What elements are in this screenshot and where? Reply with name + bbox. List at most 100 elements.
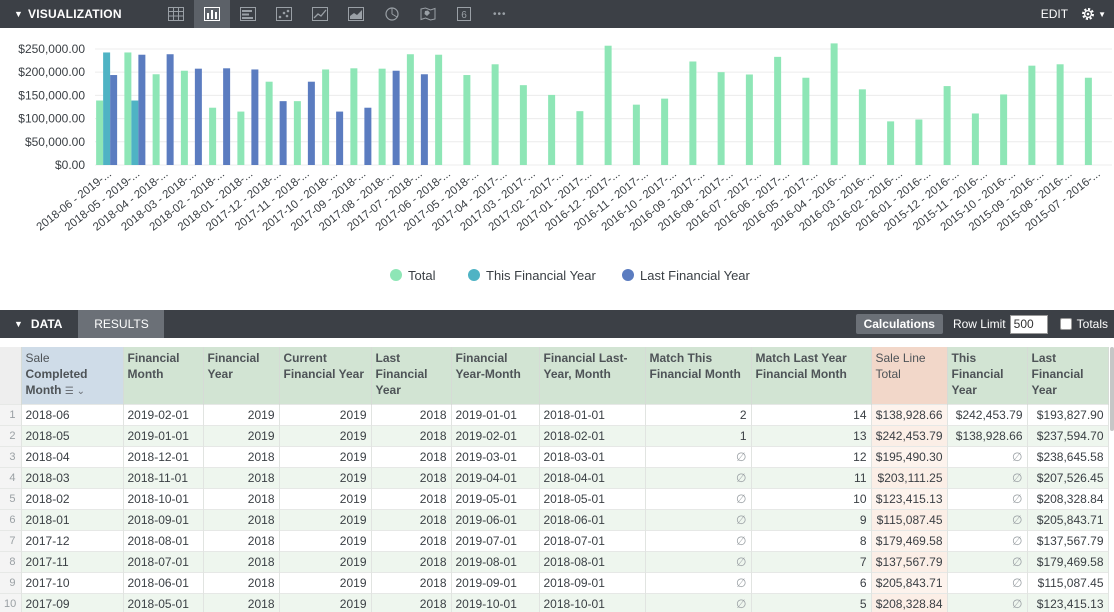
cell-match-this: ∅ — [645, 572, 752, 594]
sort-descending-icon[interactable]: ☰ ⌄ — [64, 386, 85, 397]
column-header-this-financial-year[interactable]: This Financial Year — [947, 347, 1028, 405]
bar — [689, 61, 697, 165]
scatter-icon[interactable] — [266, 0, 302, 28]
totals-checkbox[interactable] — [1059, 318, 1072, 330]
cell-match-this: ∅ — [645, 530, 752, 552]
column-chart-icon[interactable] — [193, 0, 230, 28]
results-table-container: Sale Completed Month ☰ ⌄ Financial Month… — [0, 347, 1110, 612]
cell-completed-month: 2017-10 — [21, 572, 124, 594]
bar — [604, 45, 612, 165]
column-header-financial-month[interactable]: Financial Month — [123, 347, 204, 405]
cell-this-financial-year: $138,928.66 — [947, 425, 1028, 447]
bar — [435, 54, 443, 165]
bar — [576, 111, 584, 165]
bar-chart-icon[interactable] — [230, 0, 266, 28]
y-tick-label: $250,000.00 — [18, 42, 85, 56]
chevron-down-icon: ▼ — [1098, 9, 1106, 19]
column-header-match-this[interactable]: Match This Financial Month — [645, 347, 752, 405]
bar — [392, 70, 400, 165]
cell-this-financial-year: ∅ — [947, 551, 1028, 573]
column-header-financial-year-month[interactable]: Financial Year-Month — [451, 347, 540, 405]
cell-financial-month: 2019-02-01 — [123, 404, 204, 426]
cell-sale-line-total: $137,567.79 — [871, 551, 948, 573]
column-header-sale-line-total[interactable]: Sale Line Total — [871, 347, 948, 405]
calculations-button[interactable]: Calculations — [855, 314, 943, 334]
cell-match-last: 13 — [751, 425, 872, 447]
cell-financial-last-year-month: 2018-04-01 — [539, 467, 646, 489]
cell-current-financial-year: 2019 — [279, 530, 372, 552]
cell-last-financial-year: 2018 — [371, 593, 452, 612]
bar — [915, 119, 923, 165]
bar — [293, 101, 301, 165]
cell-financial-year-month: 2019-08-01 — [451, 551, 540, 573]
data-tab[interactable]: ▼ DATA — [0, 310, 78, 338]
row-limit-input[interactable] — [1009, 314, 1048, 334]
table-row: 9 2017-10 2018-06-01 2018 2019 2018 2019-09-01… — [0, 572, 1109, 594]
cell-current-financial-year: 2019 — [279, 425, 372, 447]
bar — [336, 111, 344, 165]
cell-sale-line-total: $208,328.84 — [871, 593, 948, 612]
more-icon[interactable]: ••• — [482, 0, 518, 28]
collapse-visualization-icon[interactable]: ▼ — [14, 9, 23, 19]
cell-this-financial-year: ∅ — [947, 467, 1028, 489]
line-chart-icon[interactable] — [302, 0, 338, 28]
bar — [463, 75, 471, 165]
table-row: 3 2018-04 2018-12-01 2018 2019 2018 2019-03-01… — [0, 446, 1109, 468]
row-number: 10 — [0, 593, 22, 612]
single-value-glyph: 6 — [461, 10, 467, 21]
row-limit-label: Row Limit — [952, 317, 1006, 331]
cell-financial-year: 2018 — [203, 593, 280, 612]
area-chart-icon[interactable] — [338, 0, 374, 28]
legend-label: Total — [408, 268, 436, 283]
row-number: 5 — [0, 488, 22, 510]
cell-financial-month: 2018-06-01 — [123, 572, 204, 594]
single-value-icon[interactable]: 6 — [446, 0, 482, 28]
results-tab[interactable]: RESULTS — [78, 310, 165, 338]
row-number: 2 — [0, 425, 22, 447]
row-number: 8 — [0, 551, 22, 573]
cell-match-last: 14 — [751, 404, 872, 426]
cell-last-financial-year-measure: $238,645.58 — [1027, 446, 1109, 468]
header-sale: Sale — [25, 351, 50, 365]
legend-label: Last Financial Year — [640, 268, 751, 283]
column-header-last-financial-year[interactable]: Last Financial Year — [371, 347, 452, 405]
table-icon[interactable] — [158, 0, 194, 28]
pie-chart-icon[interactable] — [374, 0, 410, 28]
bar — [152, 74, 160, 165]
table-row: 6 2018-01 2018-09-01 2018 2019 2018 2019-06-01… — [0, 509, 1109, 531]
cell-match-last: 5 — [751, 593, 872, 612]
column-header-financial-last-year-month[interactable]: Financial Last-Year, Month — [539, 347, 646, 405]
cell-financial-year: 2018 — [203, 509, 280, 531]
cell-match-this: ∅ — [645, 488, 752, 510]
legend-label: This Financial Year — [486, 268, 597, 283]
edit-button[interactable]: EDIT — [1040, 7, 1069, 21]
cell-financial-year-month: 2019-07-01 — [451, 530, 540, 552]
cell-match-last: 10 — [751, 488, 872, 510]
cell-sale-line-total: $203,111.25 — [871, 467, 948, 489]
bar — [1000, 94, 1008, 165]
bar — [223, 68, 231, 165]
column-header-completed-month[interactable]: Sale Completed Month ☰ ⌄ — [21, 347, 124, 405]
cell-completed-month: 2018-02 — [21, 488, 124, 510]
cell-completed-month: 2017-11 — [21, 551, 124, 573]
bar — [364, 107, 372, 165]
settings-dropdown[interactable]: ▼ — [1080, 6, 1106, 22]
column-header-current-financial-year[interactable]: Current Financial Year — [279, 347, 372, 405]
cell-last-financial-year: 2018 — [371, 467, 452, 489]
column-header-match-last[interactable]: Match Last Year Financial Month — [751, 347, 872, 405]
cell-financial-year-month: 2019-04-01 — [451, 467, 540, 489]
cell-last-financial-year: 2018 — [371, 446, 452, 468]
column-header-last-financial-year-measure[interactable]: Last Financial Year — [1027, 347, 1109, 405]
cell-financial-month: 2018-09-01 — [123, 509, 204, 531]
cell-last-financial-year: 2018 — [371, 551, 452, 573]
cell-financial-last-year-month: 2018-06-01 — [539, 509, 646, 531]
bar — [1056, 64, 1064, 165]
table-scrollbar[interactable] — [1110, 347, 1114, 431]
cell-financial-year: 2018 — [203, 446, 280, 468]
map-icon[interactable] — [410, 0, 446, 28]
cell-financial-last-year-month: 2018-09-01 — [539, 572, 646, 594]
table-row: 7 2017-12 2018-08-01 2018 2019 2018 2019-07-01… — [0, 530, 1109, 552]
cell-financial-month: 2018-05-01 — [123, 593, 204, 612]
legend-marker — [622, 269, 634, 281]
column-header-financial-year[interactable]: Financial Year — [203, 347, 280, 405]
